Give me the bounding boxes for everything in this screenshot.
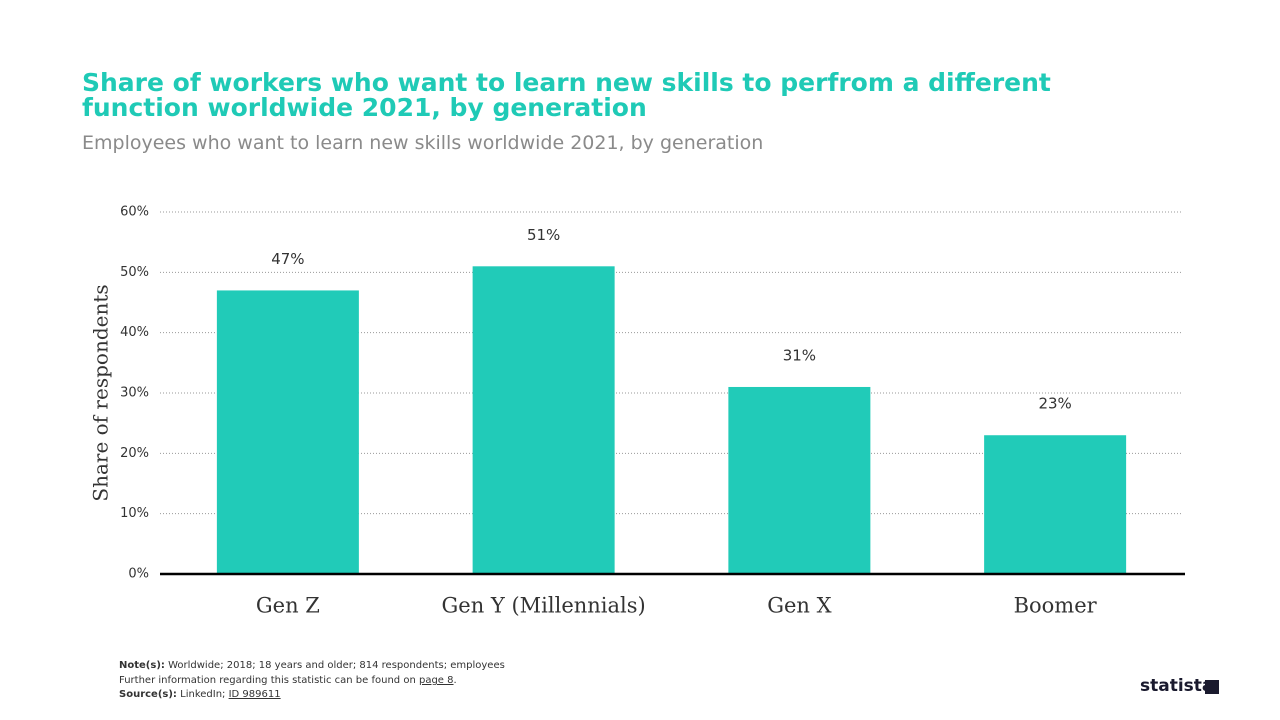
x-tick-label: Gen Y (Millennials) bbox=[442, 594, 646, 618]
info-end: . bbox=[453, 675, 457, 686]
x-tick-label: Gen Z bbox=[256, 594, 320, 618]
note-label: Note(s): bbox=[119, 660, 165, 671]
bar bbox=[216, 290, 359, 574]
source-text: LinkedIn; bbox=[180, 689, 226, 700]
note: Note(s): Worldwide; 2018; 18 years and o… bbox=[119, 659, 505, 673]
y-tick-label: 60% bbox=[120, 205, 149, 220]
logo: statista bbox=[1140, 676, 1214, 696]
y-axis-title: Share of respondents bbox=[89, 284, 113, 501]
info: Further information regarding this stati… bbox=[119, 674, 457, 688]
chart-title: Share of workers who want to learn new s… bbox=[82, 68, 1051, 122]
x-tick-label: Boomer bbox=[1014, 594, 1098, 618]
info-link[interactable]: page 8 bbox=[418, 675, 454, 686]
source: Source(s): LinkedIn; ID 989611 bbox=[119, 688, 281, 702]
bar bbox=[984, 435, 1127, 574]
source-label: Source(s): bbox=[119, 689, 177, 700]
chart-subtitle: Employees who want to learn new skills w… bbox=[82, 132, 764, 154]
y-tick-label: 20% bbox=[120, 446, 149, 461]
y-tick-label: 30% bbox=[120, 386, 149, 401]
data-label: 47% bbox=[271, 250, 304, 268]
y-tick-label: 40% bbox=[120, 325, 149, 340]
note-text: Worldwide; 2018; 18 years and older; 814… bbox=[168, 660, 505, 671]
data-label: 51% bbox=[527, 226, 560, 244]
y-tick-label: 50% bbox=[120, 265, 149, 280]
bar bbox=[472, 266, 615, 574]
logo-mark bbox=[1205, 680, 1219, 694]
bar bbox=[728, 386, 871, 574]
data-label: 23% bbox=[1038, 395, 1071, 413]
info-text: Further information regarding this stati… bbox=[119, 675, 416, 686]
data-label: 31% bbox=[783, 346, 816, 364]
chart: Share of respondents 0% 10% 20% 30% 40% 50% 60… bbox=[89, 205, 1185, 618]
y-tick-label: 10% bbox=[120, 506, 149, 521]
y-tick-label: 0% bbox=[128, 567, 149, 582]
source-id[interactable]: ID 989611 bbox=[228, 689, 281, 700]
x-tick-label: Gen X bbox=[767, 594, 831, 618]
